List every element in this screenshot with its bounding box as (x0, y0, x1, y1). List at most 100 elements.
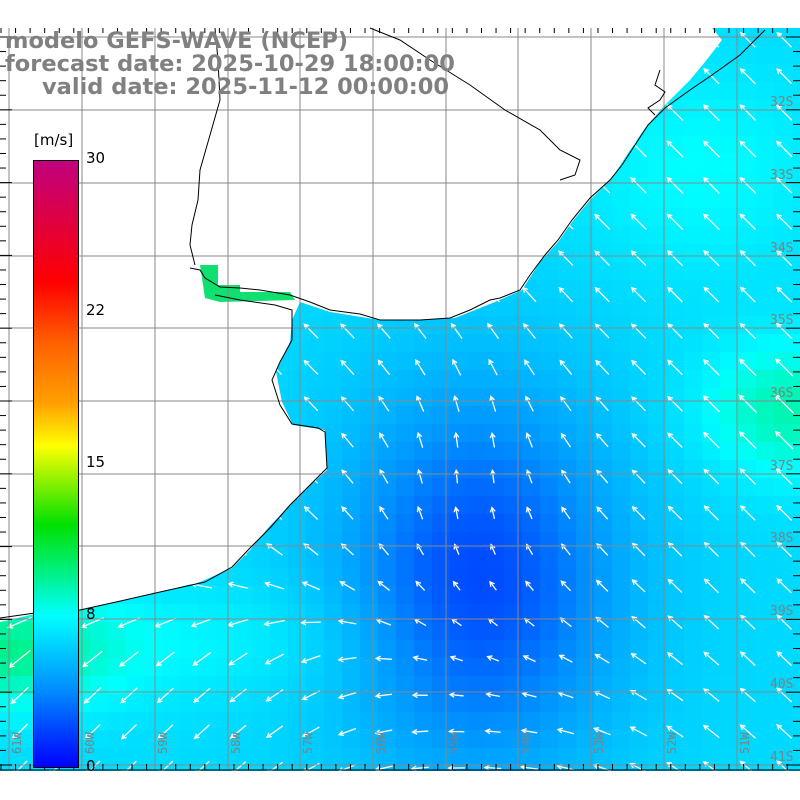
wind-cell (450, 352, 469, 371)
wind-cell (702, 568, 721, 587)
wind-cell (630, 514, 649, 533)
wind-arrow (229, 724, 247, 739)
wind-cell (342, 622, 361, 641)
wind-cell (234, 658, 253, 677)
wind-cell (324, 604, 343, 623)
wind-cell (450, 496, 469, 515)
wind-cell (684, 586, 703, 605)
wind-cell (342, 388, 361, 407)
wind-cell (378, 676, 397, 695)
wind-arrow (522, 655, 536, 663)
wind-arrow (631, 505, 646, 520)
wind-cell (396, 514, 415, 533)
colorbar-tick-22: 22 (86, 301, 106, 319)
wind-cell (702, 190, 721, 209)
land-mass (0, 0, 722, 622)
wind-cell (414, 478, 433, 497)
wind-cell (594, 406, 613, 425)
wind-cell (666, 280, 685, 299)
wind-cell (198, 712, 217, 731)
wind-cell (792, 388, 800, 407)
wind-cell (612, 730, 631, 749)
wind-cell (576, 658, 595, 677)
wind-arrow (449, 655, 463, 662)
wind-cell (360, 586, 379, 605)
wind-cell (720, 532, 739, 551)
wind-cell (504, 532, 523, 551)
wind-cell (594, 280, 613, 299)
wind-cell (198, 676, 217, 695)
wind-cell (468, 586, 487, 605)
wind-arrow (558, 323, 573, 339)
wind-cell (774, 514, 793, 533)
wind-cell (666, 694, 685, 713)
wind-cell (774, 478, 793, 497)
wind-cell (306, 712, 325, 731)
wind-cell (594, 712, 613, 731)
wind-cell (720, 370, 739, 389)
wind-cell (126, 730, 145, 749)
wind-cell (684, 172, 703, 191)
wind-cell (270, 748, 289, 767)
wind-cell (702, 694, 721, 713)
wind-cell (450, 424, 469, 443)
wind-cell (666, 550, 685, 569)
wind-cell (288, 532, 307, 551)
wind-cell (396, 424, 415, 443)
wind-cell (198, 730, 217, 749)
wind-cell (666, 478, 685, 497)
wind-arrow (702, 176, 720, 194)
wind-cell (774, 136, 793, 155)
wind-cell (774, 172, 793, 191)
wind-cell (792, 226, 800, 245)
wind-cell (684, 154, 703, 173)
wind-cell (342, 640, 361, 659)
wind-arrow (776, 505, 793, 521)
wind-cell (774, 622, 793, 641)
wind-cell (612, 316, 631, 335)
wind-cell (792, 640, 800, 659)
wind-cell (162, 676, 181, 695)
wind-cell (738, 532, 757, 551)
wind-arrow (775, 213, 793, 230)
wind-cell (414, 550, 433, 569)
wind-arrow (630, 213, 647, 231)
wind-cell (630, 208, 649, 227)
wind-arrow (489, 431, 496, 448)
wind-arrow (337, 727, 357, 737)
wind-cell (504, 370, 523, 389)
wind-cell (486, 622, 505, 641)
wind-cell (738, 388, 757, 407)
wind-cell (666, 298, 685, 317)
wind-cell (702, 730, 721, 749)
wind-cell (648, 586, 667, 605)
wind-cell (342, 406, 361, 425)
wind-cell (720, 208, 739, 227)
wind-cell (792, 316, 800, 335)
wind-cell (738, 640, 757, 659)
wind-cell (738, 82, 757, 101)
wind-cell (648, 406, 667, 425)
wind-cell (504, 622, 523, 641)
wind-arrow (378, 395, 390, 412)
wind-arrow (489, 395, 497, 412)
wind-cell (306, 694, 325, 713)
wind-arrow (738, 431, 757, 450)
wind-cell (738, 442, 757, 461)
wind-cell (684, 658, 703, 677)
wind-cell (684, 496, 703, 515)
wind-cell (18, 676, 37, 695)
wind-cell (504, 658, 523, 677)
lat-label: 40S (770, 677, 793, 692)
wind-cell (558, 550, 577, 569)
wind-cell (504, 640, 523, 659)
wind-arrow (776, 651, 793, 667)
wind-cell (792, 460, 800, 479)
wind-arrow (739, 250, 756, 267)
wind-cell (522, 730, 541, 749)
wind-cell (594, 532, 613, 551)
wind-cell (486, 496, 505, 515)
wind-cell (756, 316, 775, 335)
wind-cell (252, 676, 271, 695)
wind-arrow (412, 655, 428, 662)
